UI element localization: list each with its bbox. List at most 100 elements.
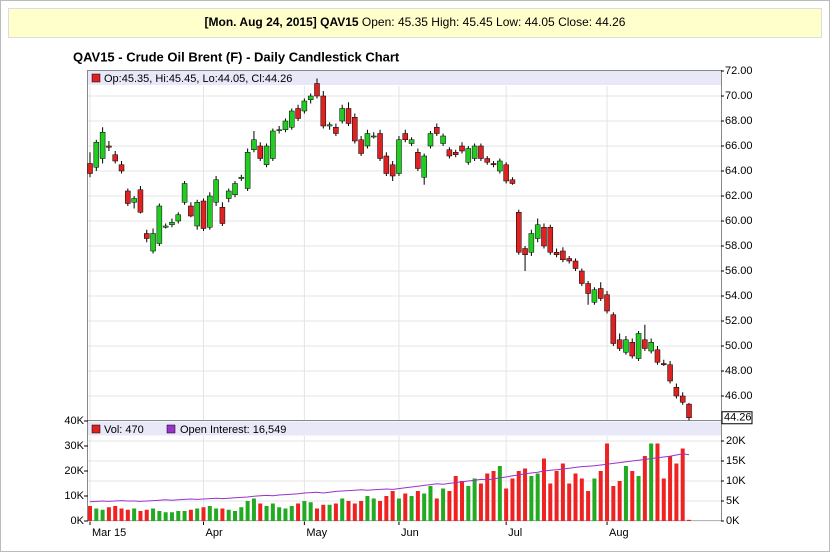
candle-body [219, 207, 226, 224]
volume-bar [94, 508, 99, 521]
open-interest-line [89, 453, 690, 503]
y-tick-label: 48.00 [725, 365, 753, 377]
candle-body [320, 95, 327, 127]
volume-bar [573, 473, 578, 521]
x-tick-label: May [306, 527, 327, 539]
candle-body [661, 363, 667, 365]
candle-body [604, 294, 610, 312]
y-tick-label: 58.00 [725, 240, 753, 252]
candle-body [654, 349, 661, 363]
candle-body [497, 160, 503, 172]
candle-body [276, 129, 282, 131]
volume-bar [655, 443, 660, 521]
candle-body [352, 117, 358, 142]
volume-bar [642, 456, 647, 521]
candle-body [339, 108, 345, 122]
volume-bar [88, 506, 92, 521]
candle-body [150, 233, 156, 252]
candle-body [213, 179, 219, 203]
candle-body [534, 224, 541, 239]
candle-body [238, 177, 245, 179]
volume-bar [592, 478, 597, 521]
volume-bar [668, 456, 673, 521]
volume-bar [510, 478, 515, 521]
candle-body [383, 155, 390, 174]
volume-bar [327, 504, 332, 521]
header-symbol: [Mon. Aug 24, 2015] QAV15 [205, 15, 359, 29]
header: [Mon. Aug 24, 2015] QAV15 Open: 45.35 Hi… [205, 15, 626, 29]
legend-text: Vol: 470 [104, 424, 144, 436]
header-bar [8, 8, 822, 38]
volume-bar [144, 509, 149, 521]
candle-body [579, 270, 585, 284]
volume-bar [106, 507, 111, 521]
volume-bar [239, 507, 244, 521]
volume-bar [390, 491, 395, 521]
volume-bar [119, 508, 124, 521]
candle-body [370, 135, 377, 138]
candle-body [642, 339, 648, 349]
volume-bar [207, 506, 212, 521]
candle-body [200, 200, 207, 229]
volume-bar [630, 471, 635, 521]
candle-body [389, 164, 396, 177]
candle-body [143, 233, 150, 239]
volume-bar [541, 458, 546, 521]
candle-body [112, 154, 118, 162]
volume-bar [447, 491, 452, 521]
y-tick-label: 40K [64, 415, 84, 427]
y-tick-label: 56.00 [725, 265, 753, 277]
candle-body [616, 339, 623, 349]
y-tick-label: 20K [64, 465, 84, 477]
y-tick-label: 70.00 [725, 90, 753, 102]
volume-bar [321, 504, 326, 521]
volume-bar [422, 493, 427, 521]
candle-body [478, 145, 484, 159]
volume-bar [176, 511, 181, 521]
volume-bar [485, 473, 490, 521]
candle-body [175, 214, 182, 222]
candle-body [377, 133, 383, 159]
volume-bar [434, 498, 439, 521]
candle-body [270, 130, 276, 159]
candle-body [440, 135, 446, 144]
candle-body [358, 139, 364, 154]
volume-bar [567, 483, 572, 521]
volume-bar [466, 486, 471, 521]
candle-body [106, 145, 112, 148]
volume-bar [163, 512, 168, 521]
volume-bar [264, 506, 269, 521]
candle-body [648, 342, 654, 352]
candle-body [125, 190, 131, 204]
candle-body [225, 190, 232, 199]
candle-body [446, 149, 453, 157]
volume-bar [535, 473, 540, 521]
volume-bar [314, 508, 319, 521]
volume-bar [384, 496, 389, 521]
legend-band [88, 421, 721, 436]
candle-body [591, 289, 598, 303]
y-tick-label: 60.00 [725, 215, 753, 227]
last-price-box [721, 411, 753, 425]
candle-body [415, 152, 421, 169]
volume-bar [201, 507, 206, 521]
volume-bar [245, 501, 250, 521]
last-price-label: 44.26 [724, 412, 752, 424]
candle-body [560, 250, 566, 260]
y2-tick-label: 5K [726, 495, 740, 507]
candle-body [421, 155, 427, 178]
volume-bar [605, 443, 610, 521]
candle-body [137, 189, 144, 213]
y2-tick-label: 20K [726, 435, 746, 447]
candle-body [408, 139, 415, 144]
candle-body [326, 124, 333, 127]
volume-bar [441, 488, 446, 521]
volume-bar [661, 478, 666, 521]
volume-bar [125, 509, 130, 521]
volume-bar [113, 506, 118, 521]
candle-body [484, 158, 490, 163]
volume-bar [296, 503, 301, 521]
chart-title: QAV15 - Crude Oil Brent (F) - Daily Cand… [73, 49, 400, 64]
candle-body [207, 195, 213, 228]
